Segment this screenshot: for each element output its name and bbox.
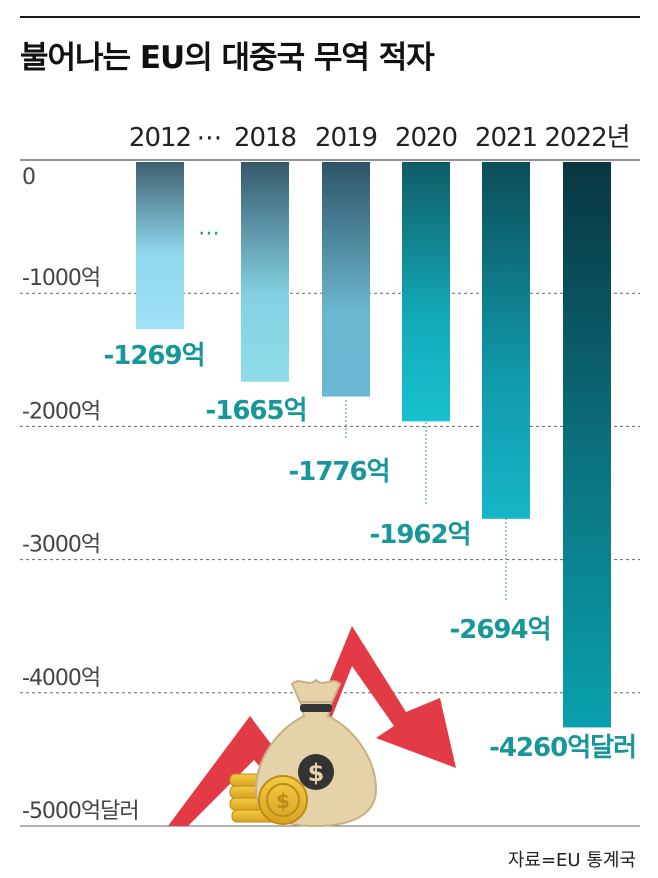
x-tick-label: 2018 <box>234 123 296 153</box>
data-labels: -1269억-1665억 -1776억 -1962억 -2694억 -4260억달러 <box>103 341 637 763</box>
y-tick-label: -3000억 <box>22 533 100 558</box>
bar-2022년 <box>563 162 611 728</box>
y-axis-labels: 0 -1000억 -2000억 -3000억 -4000억 -5000억달러 <box>22 165 140 824</box>
top-rule <box>20 16 640 18</box>
bar-gap-symbol: ⋯ <box>198 221 220 246</box>
bars <box>136 162 611 728</box>
x-tick-label: 2019 <box>315 123 377 153</box>
bar-2012 <box>136 162 184 330</box>
bar-2018 <box>241 162 289 382</box>
data-label: -2694억 <box>449 615 550 645</box>
svg-text:$: $ <box>308 759 325 787</box>
data-label: -4260억달러 <box>489 733 636 763</box>
source-note: 자료=EU 통계국 <box>507 850 636 871</box>
data-label: -1776억 <box>288 457 389 487</box>
y-tick-label: -5000억달러 <box>22 799 139 824</box>
x-tick-label: 2020 <box>395 123 457 153</box>
data-label: -1665억 <box>205 396 306 426</box>
bar-2021 <box>482 162 530 519</box>
data-label: -1269억 <box>103 341 204 371</box>
bar-2020 <box>402 162 450 422</box>
x-axis-labels: 2012 2018 2019 2020 2021 2022년 <box>129 123 631 153</box>
chart-title: 불어나는 EU의 대중국 무역 적자 <box>20 40 435 76</box>
gridlines <box>20 292 640 827</box>
front-coin-icon: $ <box>258 775 308 825</box>
x-tick-label: 2012 <box>129 123 191 153</box>
leader-lines <box>345 400 507 600</box>
y-tick-label: -4000억 <box>22 666 100 691</box>
axis-gap-symbol: ⋯ <box>197 123 222 153</box>
y-tick-label: -2000억 <box>22 399 100 424</box>
x-tick-label: 2021 <box>475 123 537 153</box>
x-tick-label: 2022년 <box>544 123 629 153</box>
y-tick-label: -1000억 <box>22 266 100 291</box>
y-tick-label: 0 <box>22 165 35 190</box>
svg-text:$: $ <box>276 789 290 813</box>
data-label: -1962억 <box>369 520 470 550</box>
bar-2019 <box>322 162 370 397</box>
